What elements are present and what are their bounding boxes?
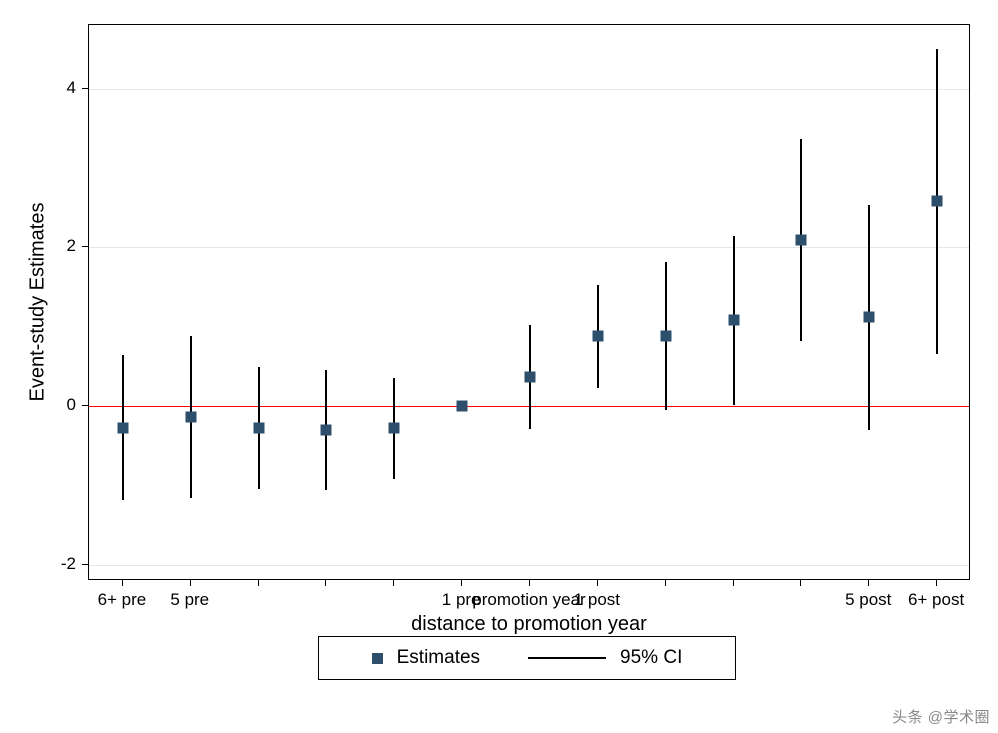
gridline xyxy=(89,89,969,90)
legend-item-estimates: Estimates xyxy=(372,647,480,669)
estimate-marker xyxy=(525,371,536,382)
x-tick xyxy=(529,580,530,586)
x-tick-label: 6+ pre xyxy=(98,590,147,610)
gridline xyxy=(89,247,969,248)
legend-item-ci: 95% CI xyxy=(528,647,682,669)
watermark-text: 头条 @学术圈 xyxy=(892,706,990,727)
y-tick xyxy=(82,564,88,565)
x-tick xyxy=(597,580,598,586)
x-tick xyxy=(190,580,191,586)
y-tick xyxy=(82,246,88,247)
y-tick-label: -2 xyxy=(46,554,76,574)
x-tick xyxy=(393,580,394,586)
line-icon xyxy=(528,657,606,659)
x-tick xyxy=(800,580,801,586)
estimate-marker xyxy=(728,315,739,326)
x-tick xyxy=(665,580,666,586)
legend-label: 95% CI xyxy=(620,647,682,669)
y-tick xyxy=(82,88,88,89)
y-tick-label: 4 xyxy=(46,78,76,98)
y-tick-label: 2 xyxy=(46,236,76,256)
estimate-marker xyxy=(457,401,468,412)
legend: Estimates 95% CI xyxy=(318,636,736,680)
x-tick-label: 5 post xyxy=(845,590,891,610)
gridline xyxy=(89,565,969,566)
estimate-marker xyxy=(389,423,400,434)
y-axis-label: Event-study Estimates xyxy=(27,203,50,402)
estimate-marker xyxy=(932,196,943,207)
x-tick xyxy=(936,580,937,586)
y-tick-label: 0 xyxy=(46,395,76,415)
x-tick xyxy=(868,580,869,586)
legend-label: Estimates xyxy=(397,647,480,669)
estimate-marker xyxy=(864,312,875,323)
x-tick xyxy=(461,580,462,586)
x-tick xyxy=(122,580,123,586)
estimate-marker xyxy=(117,422,128,433)
estimate-marker xyxy=(253,422,264,433)
square-marker-icon xyxy=(372,653,383,664)
x-tick xyxy=(733,580,734,586)
estimate-marker xyxy=(185,411,196,422)
x-tick-label: 6+ post xyxy=(908,590,964,610)
estimate-marker xyxy=(796,235,807,246)
x-tick-label: 5 pre xyxy=(170,590,209,610)
estimate-marker xyxy=(321,425,332,436)
plot-area xyxy=(88,24,970,580)
y-tick xyxy=(82,405,88,406)
x-tick-label: promotion year xyxy=(472,590,585,610)
x-tick-label: 1 post xyxy=(574,590,620,610)
estimate-marker xyxy=(592,331,603,342)
x-axis-label: distance to promotion year xyxy=(411,613,647,636)
estimate-marker xyxy=(660,331,671,342)
x-tick xyxy=(325,580,326,586)
x-tick xyxy=(258,580,259,586)
